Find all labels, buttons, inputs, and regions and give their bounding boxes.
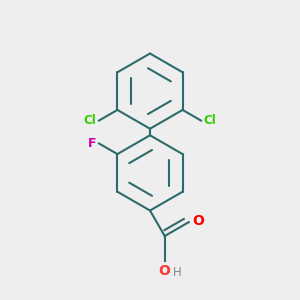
Text: O: O <box>192 214 204 229</box>
Text: Cl: Cl <box>84 114 96 127</box>
Text: Cl: Cl <box>204 114 216 127</box>
Text: H: H <box>173 266 182 280</box>
Text: O: O <box>158 264 170 278</box>
Text: F: F <box>88 137 96 150</box>
